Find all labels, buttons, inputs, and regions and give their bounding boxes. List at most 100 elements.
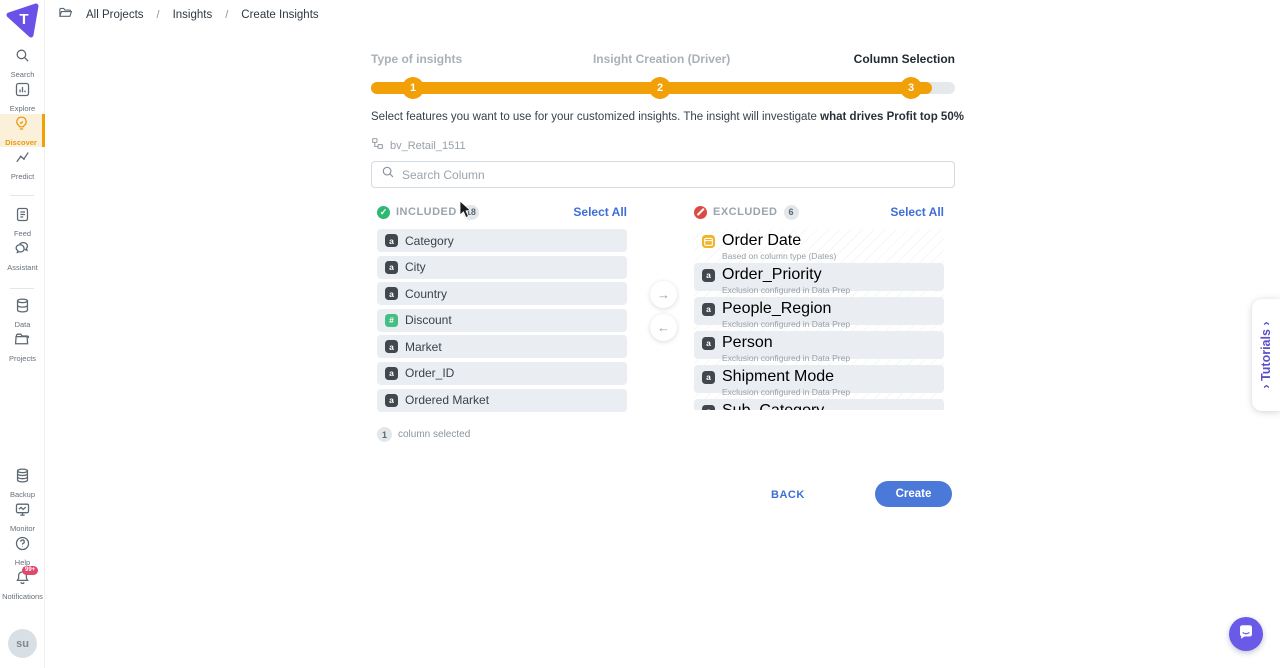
- column-item-country[interactable]: a Country: [377, 282, 627, 306]
- breadcrumb-insights[interactable]: Insights: [172, 9, 213, 21]
- sidebar-item-search[interactable]: Search: [0, 46, 45, 79]
- column-item-ordered-market[interactable]: a Ordered Market: [377, 388, 627, 412]
- user-avatar[interactable]: su: [8, 629, 37, 658]
- bell-icon: 99+: [14, 565, 39, 591]
- sidebar-item-discover[interactable]: Discover: [0, 114, 45, 147]
- column-item-order-id[interactable]: a Order_ID: [377, 361, 627, 385]
- included-check-icon: ✓: [377, 205, 390, 219]
- bar-chart-icon: [14, 81, 31, 103]
- text-type-icon: a: [702, 370, 715, 384]
- app-logo-icon[interactable]: T: [3, 2, 43, 42]
- text-type-icon: a: [385, 234, 398, 247]
- included-count-badge: 18: [462, 204, 479, 220]
- back-button[interactable]: BACK: [771, 489, 805, 501]
- sidebar-item-backup[interactable]: Backup: [0, 466, 45, 499]
- number-type-icon: #: [385, 313, 398, 327]
- sidebar-item-projects[interactable]: Projects: [0, 330, 45, 363]
- breadcrumb-all-projects[interactable]: All Projects: [86, 9, 144, 21]
- included-column-list: a Category a City a Country # Discount a…: [377, 229, 627, 415]
- feed-icon: [14, 206, 31, 228]
- create-button[interactable]: Create: [875, 481, 952, 507]
- text-type-icon: a: [702, 336, 715, 350]
- chat-bubble-icon: [1237, 623, 1255, 646]
- sidebar-item-data[interactable]: Data: [0, 296, 45, 329]
- sidebar-item-label: Predict: [10, 171, 35, 181]
- column-item-person[interactable]: a Person Exclusion configured in Data Pr…: [694, 331, 944, 363]
- column-item-people-region[interactable]: a People_Region Exclusion configured in …: [694, 297, 944, 329]
- excluded-no-entry-icon: [694, 205, 707, 219]
- stepper-labels: Type of insights Insight Creation (Drive…: [371, 52, 955, 66]
- sidebar-item-feed[interactable]: Feed: [0, 205, 45, 238]
- folder-open-icon: [58, 5, 73, 25]
- move-right-button[interactable]: →: [650, 281, 677, 308]
- step-circle-1[interactable]: 1: [402, 77, 424, 99]
- chat-launcher-button[interactable]: [1229, 617, 1263, 651]
- exclusion-reason: Based on column type (Dates): [722, 250, 837, 261]
- sidebar-divider: [10, 288, 34, 289]
- arrow-right-icon: →: [657, 287, 670, 302]
- column-item-category[interactable]: a Category: [377, 229, 627, 252]
- sidebar-item-assistant[interactable]: Assistant: [0, 239, 45, 272]
- sidebar-item-explore[interactable]: Explore: [0, 80, 45, 113]
- exclusion-reason: Exclusion configured in Data Prep: [722, 352, 851, 363]
- breadcrumb: All Projects / Insights / Create Insight…: [45, 0, 319, 30]
- search-column-box: [371, 161, 955, 188]
- dataset-label: bv_Retail_1511: [371, 137, 466, 155]
- included-title: INCLUDED: [396, 206, 457, 218]
- breadcrumb-separator: /: [225, 9, 229, 21]
- column-item-sub-category[interactable]: a Sub_Category Exclusion configured in D…: [694, 399, 944, 410]
- included-select-all-link[interactable]: Select All: [573, 205, 627, 219]
- backup-database-icon: [14, 467, 31, 489]
- text-type-icon: a: [385, 393, 398, 407]
- included-header: ✓ INCLUDED 18 Select All: [377, 204, 627, 220]
- tutorials-tab[interactable]: › Tutorials ›: [1252, 299, 1280, 411]
- sidebar-item-help[interactable]: Help: [0, 534, 45, 567]
- sidebar-item-label: Notifications: [2, 591, 43, 601]
- search-icon: [381, 165, 395, 184]
- breadcrumb-create-insights[interactable]: Create Insights: [241, 9, 319, 21]
- sidebar-item-label: Monitor: [9, 523, 35, 533]
- search-column-input[interactable]: [402, 167, 945, 182]
- sidebar-item-label: Feed: [13, 228, 32, 238]
- step-circle-3[interactable]: 3: [900, 77, 922, 99]
- step-label-column-selection: Column Selection: [853, 52, 955, 66]
- sidebar-item-label: Assistant: [7, 262, 38, 272]
- sidebar-item-label: Help: [14, 557, 31, 567]
- dataset-name: bv_Retail_1511: [390, 140, 466, 152]
- excluded-header: EXCLUDED 6 Select All: [694, 204, 944, 220]
- sidebar-item-predict[interactable]: Predict: [0, 148, 45, 181]
- text-type-icon: a: [385, 287, 398, 301]
- column-item-shipment-mode[interactable]: a Shipment Mode Exclusion configured in …: [694, 365, 944, 397]
- dataset-schema-icon: [371, 137, 384, 155]
- column-item-order-date[interactable]: Order Date Based on column type (Dates): [694, 229, 944, 261]
- step-label-type-of-insights: Type of insights: [371, 52, 463, 66]
- excluded-select-all-link[interactable]: Select All: [890, 205, 944, 219]
- column-item-discount[interactable]: # Discount: [377, 308, 627, 332]
- exclusion-reason: Exclusion configured in Data Prep: [722, 284, 851, 295]
- move-left-button[interactable]: ←: [650, 314, 677, 341]
- text-type-icon: a: [702, 268, 715, 282]
- column-item-market[interactable]: a Market: [377, 335, 627, 359]
- trend-line-icon: [14, 149, 31, 171]
- text-type-icon: a: [702, 302, 715, 316]
- column-item-city[interactable]: a City: [377, 255, 627, 279]
- sidebar-item-notifications[interactable]: 99+ Notifications: [0, 565, 45, 601]
- step-circle-2[interactable]: 2: [649, 77, 671, 99]
- tutorials-label: › Tutorials ›: [1259, 321, 1273, 389]
- notifications-count-badge: 99+: [22, 565, 39, 575]
- excluded-column-list: Order Date Based on column type (Dates) …: [694, 229, 944, 410]
- monitor-icon: [14, 501, 31, 523]
- date-type-icon: [702, 234, 715, 248]
- column-item-order-priority[interactable]: a Order_Priority Exclusion configured in…: [694, 263, 944, 295]
- sidebar-item-label: Projects: [8, 353, 37, 363]
- sidebar-item-label: Search: [10, 69, 35, 79]
- sidebar: T Search Explore Discover: [0, 0, 45, 668]
- sidebar-item-monitor[interactable]: Monitor: [0, 500, 45, 533]
- sidebar-item-label: Explore: [9, 103, 36, 113]
- lightbulb-icon: [13, 115, 30, 137]
- text-type-icon: a: [385, 260, 398, 274]
- text-type-icon: a: [385, 366, 398, 380]
- investigate-target-text: what drives Profit top 50%: [820, 111, 964, 123]
- svg-text:T: T: [19, 11, 28, 28]
- chat-bubbles-icon: [14, 240, 31, 262]
